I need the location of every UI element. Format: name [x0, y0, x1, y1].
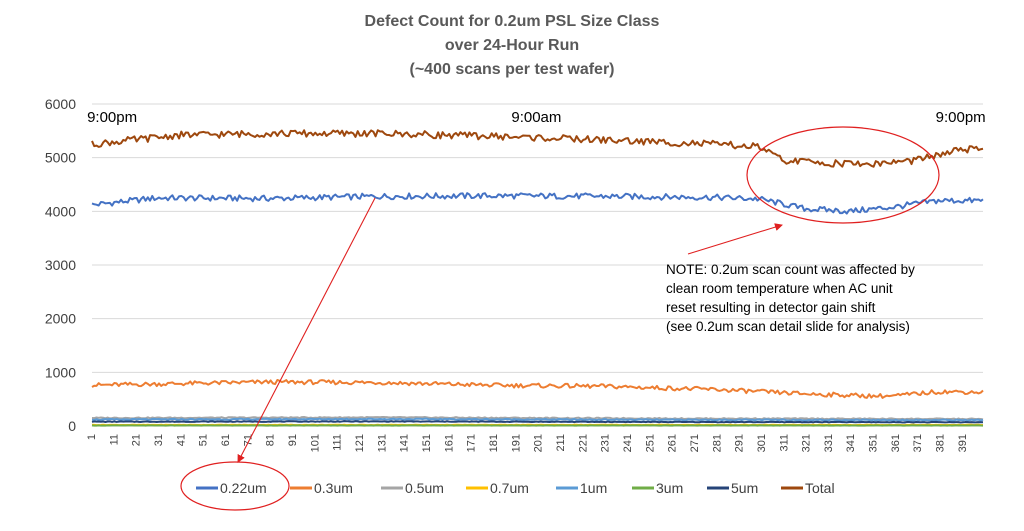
x-tick-label: 81 [265, 434, 277, 446]
time-annotation: 9:00pm [87, 109, 137, 126]
series-line-5um [91, 420, 984, 424]
legend-label: 0.22um [220, 480, 267, 496]
x-tick-label: 51 [198, 434, 210, 446]
plot-area [91, 129, 984, 427]
highlight-ellipse-legend [180, 461, 290, 511]
y-axis: 0 1000 2000 3000 4000 5000 6000 [45, 96, 76, 434]
note-annotation: NOTE: 0.2um scan count was affected by cl… [666, 262, 915, 334]
legend-item: 0.5um [381, 480, 444, 496]
x-tick-label: 141 [399, 434, 411, 452]
x-tick-label: 381 [935, 434, 947, 452]
chart-title-line: Defect Count for 0.2um PSL Size Class [365, 13, 660, 30]
x-tick-label: 351 [868, 434, 880, 452]
series-line-0-3um [91, 378, 984, 399]
x-axis: 1 11 21 31 41 51 61 71 81 91 101 111 121 131 141 151 161… [86, 434, 969, 452]
time-annotations: 9:00pm 9:00am 9:00pm [87, 109, 986, 126]
legend-item: 5um [707, 480, 758, 496]
x-tick-label: 201 [533, 434, 545, 452]
x-tick-label: 31 [153, 434, 165, 446]
arrow-to-dip [687, 223, 783, 255]
y-tick-label: 5000 [45, 150, 76, 166]
x-tick-label: 231 [600, 434, 612, 452]
series-line-1um [91, 417, 984, 422]
y-tick-label: 4000 [45, 203, 76, 219]
time-annotation: 9:00pm [936, 109, 986, 126]
x-tick-label: 91 [287, 434, 299, 446]
x-tick-label: 391 [957, 434, 969, 452]
x-tick-label: 331 [823, 434, 835, 452]
annotations [180, 126, 940, 511]
legend-label: Total [805, 480, 835, 496]
highlight-ellipse-dip [746, 126, 940, 224]
x-tick-label: 111 [332, 434, 344, 451]
chart-title: Defect Count for 0.2um PSL Size Class ove… [365, 13, 660, 78]
legend-label: 1um [580, 480, 607, 496]
time-annotation: 9:00am [511, 109, 561, 126]
legend: 0.22um 0.3um 0.5um 0.7um 1um 3um 5um Total [196, 480, 835, 496]
x-tick-label: 261 [667, 434, 679, 452]
series-line-0-22um [91, 192, 984, 215]
x-tick-label: 361 [890, 434, 902, 452]
legend-label: 3um [656, 480, 683, 496]
legend-item: 3um [632, 480, 683, 496]
legend-label: 0.5um [405, 480, 444, 496]
x-tick-label: 181 [488, 434, 500, 452]
x-tick-label: 311 [778, 434, 790, 452]
x-tick-label: 191 [510, 434, 522, 452]
y-tick-label: 3000 [45, 257, 76, 273]
chart-title-line: (~400 scans per test wafer) [410, 61, 615, 78]
x-tick-label: 41 [175, 434, 187, 446]
arrow-to-legend [237, 197, 376, 463]
x-tick-label: 171 [466, 434, 478, 452]
legend-label: 5um [731, 480, 758, 496]
note-line: NOTE: 0.2um scan count was affected by [666, 262, 915, 277]
legend-item: 1um [556, 480, 607, 496]
gridlines [92, 103, 983, 427]
series-line-total [91, 129, 984, 168]
y-tick-label: 6000 [45, 96, 76, 112]
x-tick-label: 291 [734, 434, 746, 452]
y-tick-label: 1000 [45, 364, 76, 380]
legend-label: 0.7um [490, 480, 529, 496]
x-tick-label: 121 [354, 434, 366, 452]
x-tick-label: 251 [644, 434, 656, 452]
x-tick-label: 241 [622, 434, 634, 452]
legend-item: Total [781, 480, 835, 496]
y-tick-label: 2000 [45, 311, 76, 327]
x-tick-label: 321 [801, 434, 813, 452]
x-tick-label: 101 [309, 434, 321, 452]
x-tick-label: 371 [912, 434, 924, 452]
x-tick-label: 221 [577, 434, 589, 452]
x-tick-label: 1 [86, 434, 98, 440]
x-tick-label: 61 [220, 434, 232, 446]
x-tick-label: 151 [421, 434, 433, 452]
x-tick-label: 11 [108, 434, 120, 445]
x-tick-label: 211 [555, 434, 567, 452]
x-tick-label: 131 [376, 434, 388, 452]
legend-item: 0.7um [466, 480, 529, 496]
note-line: reset resulting in detector gain shift [666, 300, 876, 315]
x-tick-label: 301 [756, 434, 768, 452]
legend-item: 0.3um [290, 480, 353, 496]
x-tick-label: 21 [131, 434, 143, 446]
x-tick-label: 271 [689, 434, 701, 452]
x-tick-label: 341 [845, 434, 857, 452]
note-line: (see 0.2um scan detail slide for analysi… [666, 319, 910, 334]
legend-label: 0.3um [314, 480, 353, 496]
x-tick-label: 281 [711, 434, 723, 452]
legend-item: 0.22um [196, 480, 267, 496]
x-tick-label: 161 [443, 434, 455, 452]
note-line: clean room temperature when AC unit [666, 281, 893, 296]
y-tick-label: 0 [68, 418, 76, 434]
chart-title-line: over 24-Hour Run [445, 37, 579, 54]
x-tick-label: 71 [242, 434, 254, 446]
